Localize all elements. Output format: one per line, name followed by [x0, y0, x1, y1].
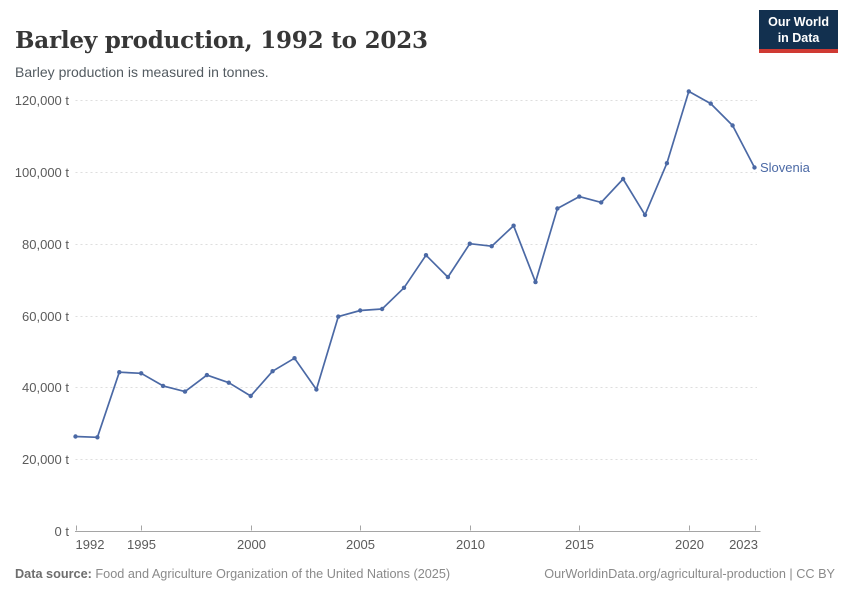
gridlines — [75, 100, 761, 532]
data-point[interactable] — [314, 387, 319, 392]
data-point[interactable] — [160, 383, 166, 389]
y-axis-labels: 0 t 20,000 t 40,000 t 60,000 t 80,000 t 100,0… — [15, 93, 70, 539]
data-point[interactable] — [664, 161, 670, 166]
data-point[interactable] — [379, 306, 385, 312]
data-point[interactable] — [686, 89, 691, 94]
data-point[interactable] — [401, 285, 407, 290]
data-point[interactable] — [139, 371, 144, 376]
data-point[interactable] — [336, 314, 341, 319]
y-axis-tick-label: 40,000 t — [22, 380, 69, 395]
x-axis-tick-label: 2015 — [565, 537, 594, 552]
data-point[interactable] — [489, 244, 494, 249]
data-point[interactable] — [292, 356, 297, 361]
data-point[interactable] — [117, 370, 122, 375]
data-point[interactable] — [445, 274, 451, 280]
data-point[interactable] — [577, 194, 582, 199]
x-axis-tick-label: 2005 — [346, 537, 375, 552]
data-point[interactable] — [642, 212, 648, 218]
y-axis-tick-label: 60,000 t — [22, 309, 69, 324]
data-point[interactable] — [73, 434, 78, 439]
owid-logo-line1: Our World — [768, 15, 829, 29]
x-axis-tick-label: 2000 — [237, 537, 266, 552]
chart-title: Barley production, 1992 to 2023 — [15, 27, 428, 55]
data-point[interactable] — [467, 241, 472, 246]
x-axis-tick-label: 2023 — [729, 537, 758, 552]
data-source-note: Data source: Food and Agriculture Organi… — [15, 567, 450, 581]
data-point[interactable] — [752, 165, 757, 170]
data-point[interactable] — [226, 380, 231, 385]
data-point[interactable] — [533, 279, 538, 285]
x-axis-tick-label: 1992 — [76, 537, 105, 552]
chart-footer: Data source: Food and Agriculture Organi… — [15, 567, 835, 581]
series-label-slovenia[interactable]: Slovenia — [760, 160, 811, 175]
y-axis-tick-label: 120,000 t — [15, 93, 70, 108]
owid-logo-line2: in Data — [777, 30, 820, 45]
data-point[interactable] — [730, 123, 735, 128]
data-point[interactable] — [511, 223, 516, 228]
x-axis-tick-label: 2010 — [456, 537, 485, 552]
data-points — [73, 89, 757, 440]
data-line-slovenia[interactable] — [74, 90, 756, 439]
x-axis: 1992 1995 2000 2005 2010 2015 2020 2023 — [76, 525, 758, 552]
y-axis-tick-label: 0 t — [55, 524, 70, 539]
data-source-text: Food and Agriculture Organization of the… — [91, 567, 451, 581]
data-point[interactable] — [248, 393, 253, 399]
x-axis-tick-label: 1995 — [127, 537, 156, 552]
owid-logo[interactable]: Our World in Data — [759, 10, 838, 54]
y-axis-tick-label: 20,000 t — [22, 452, 69, 467]
y-axis-tick-label: 100,000 t — [15, 165, 70, 180]
data-point[interactable] — [95, 435, 100, 440]
data-point[interactable] — [423, 253, 429, 258]
data-point[interactable] — [182, 389, 188, 394]
data-point[interactable] — [270, 369, 275, 374]
data-source-label: Data source: — [15, 567, 92, 581]
data-point[interactable] — [358, 308, 363, 313]
y-axis-tick-label: 80,000 t — [22, 237, 69, 252]
data-point[interactable] — [599, 200, 604, 205]
data-point[interactable] — [620, 176, 626, 182]
chart-subtitle: Barley production is measured in tonnes. — [15, 64, 269, 80]
x-axis-tick-label: 2020 — [675, 537, 704, 552]
data-point[interactable] — [708, 101, 713, 106]
data-point[interactable] — [204, 372, 210, 378]
data-point[interactable] — [555, 206, 560, 211]
owid-link[interactable]: OurWorldinData.org/agricultural-producti… — [544, 567, 835, 581]
